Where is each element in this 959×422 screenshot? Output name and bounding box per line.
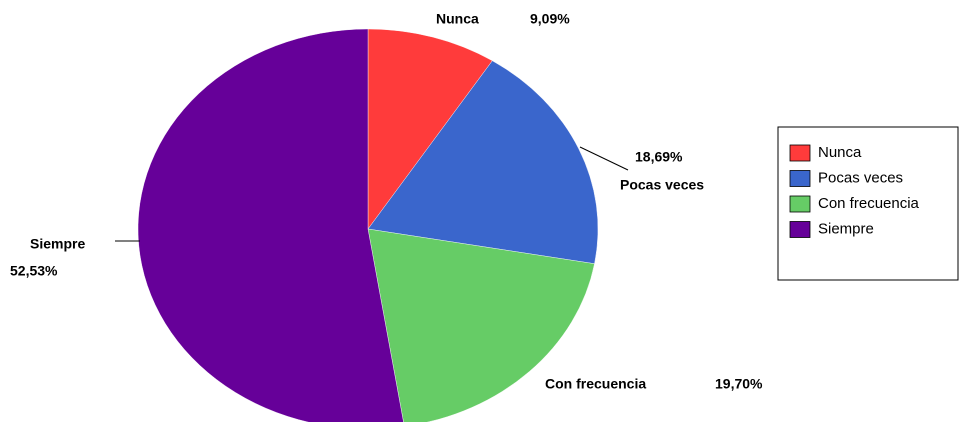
slice-value-label: 9,09% [530,11,570,27]
leader-line [579,146,629,171]
legend-label: Con frecuencia [818,195,920,212]
legend-swatch [789,195,811,213]
slice-label: Con frecuencia [545,376,646,392]
slice-value-label: 52,53% [10,263,58,279]
slice-value-label: 18,69% [635,149,683,165]
legend-swatch [789,144,811,162]
pie [137,28,599,422]
legend-label: Siempre [818,220,874,237]
legend-label: Pocas veces [818,169,903,186]
slice-label: Nunca [436,11,479,27]
pie-slice [367,60,599,264]
legend-swatch [789,221,811,238]
pie-slice [367,28,493,230]
slice-label: Siempre [30,236,85,252]
legend-swatch [789,170,811,187]
legend-label: Nunca [818,144,862,161]
pie-slice [367,228,595,422]
pie-slice [137,28,404,422]
slice-label: Pocas veces [620,177,704,193]
slice-value-label: 19,70% [715,376,763,392]
